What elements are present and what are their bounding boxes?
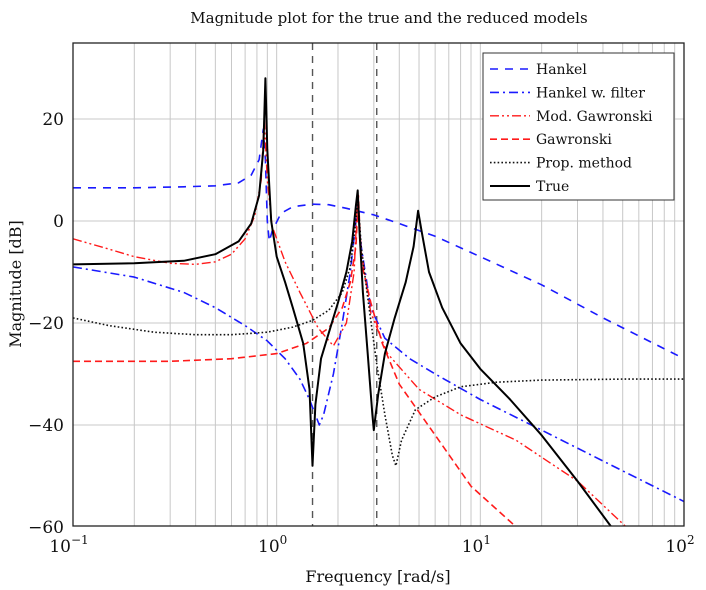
series-lines <box>73 77 684 526</box>
x-axis-ticks: 10−1 100 101 102 <box>49 533 694 557</box>
y-axis-ticks: 20 0 −20 −40 −60 <box>28 110 64 538</box>
legend-box <box>482 52 675 201</box>
chart-title: Magnitude plot for the true and the redu… <box>190 9 587 27</box>
series-mod-gawronski <box>73 118 627 526</box>
series-hankel <box>73 128 684 360</box>
y-tick-label: −40 <box>28 416 64 436</box>
series-true <box>73 77 612 526</box>
legend-label: Prop. method <box>536 156 632 172</box>
x-tick-label: 102 <box>665 533 694 557</box>
legend-label: Hankel w. filter <box>536 85 645 101</box>
y-tick-label: −20 <box>28 314 64 334</box>
y-axis-label: Magnitude [dB] <box>6 220 25 348</box>
y-tick-label: 20 <box>42 110 64 130</box>
grid <box>73 43 684 526</box>
legend-label: Gawronski <box>536 132 612 148</box>
y-tick-label: 0 <box>53 212 64 232</box>
x-tick-label: 101 <box>462 533 491 557</box>
y-tick-label: −60 <box>28 518 64 538</box>
series-hankel-w-filter <box>73 204 684 503</box>
legend: Hankel Hankel w. filter Mod. Gawronski Gawr… <box>482 52 675 201</box>
legend-label: Mod. Gawronski <box>536 109 653 125</box>
plot-frame <box>72 42 685 527</box>
legend-label: Hankel <box>536 62 587 78</box>
x-tick-label: 10−1 <box>49 533 88 557</box>
x-tick-label: 100 <box>258 533 287 557</box>
legend-label: True <box>536 179 569 195</box>
x-axis-label: Frequency [rad/s] <box>305 567 450 586</box>
series-gawronski <box>73 194 517 526</box>
vertical-markers <box>311 43 378 526</box>
